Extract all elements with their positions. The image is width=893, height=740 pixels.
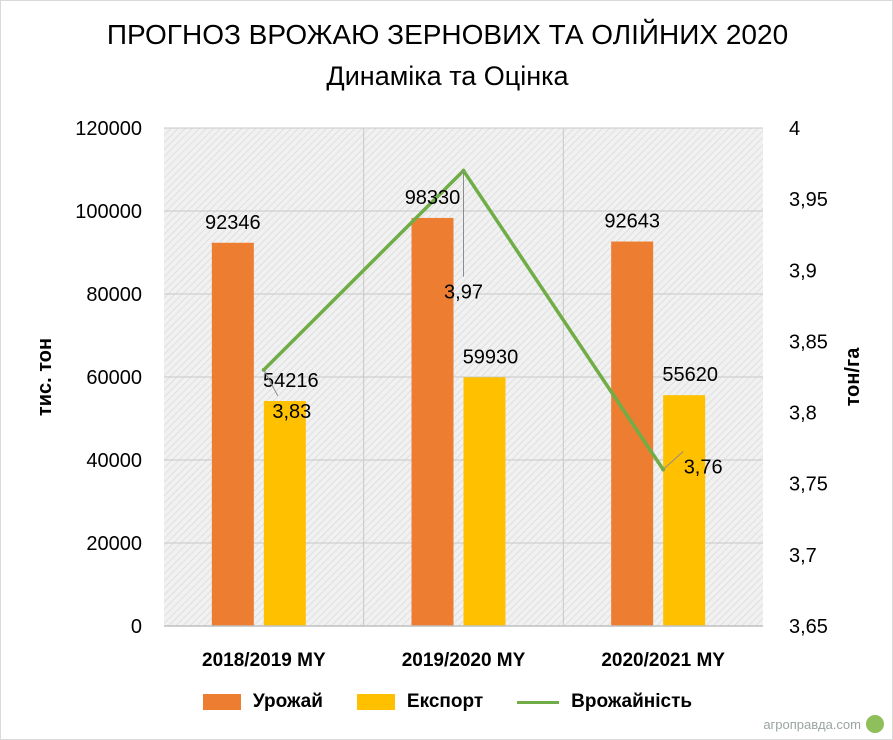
yield-data-label: 3,97: [444, 282, 483, 304]
legend-item-yield: Врожайність: [517, 691, 692, 713]
yield-label-leader: [662, 451, 684, 470]
watermark: агроправда.com: [763, 715, 884, 733]
bar-export-2: [663, 395, 706, 626]
data-label: 92346: [205, 212, 261, 234]
legend-swatch-yield: [517, 700, 560, 704]
chart-legend: Урожай Експорт Врожайність: [1, 691, 892, 713]
y-tick-label: 120000: [75, 118, 142, 140]
y-axis-title: тис. тон: [34, 338, 56, 416]
y2-tick-label: 4: [789, 118, 800, 140]
y2-tick-label: 3,65: [789, 616, 828, 638]
chart-subtitle: Динаміка та Оцінка: [326, 61, 569, 91]
chart-title: ПРОГНОЗ ВРОЖАЮ ЗЕРНОВИХ ТА ОЛІЙНИХ 2020: [106, 19, 789, 50]
y-tick-label: 100000: [75, 201, 142, 223]
legend-item-harvest: Урожай: [202, 691, 323, 713]
y-tick-label: 80000: [86, 284, 142, 306]
y2-tick-label: 3,85: [789, 331, 828, 353]
y2-tick-label: 3,95: [789, 189, 828, 211]
x-tick-label: 2018/2019 MY: [202, 650, 326, 671]
y2-tick-label: 3,8: [789, 403, 817, 425]
watermark-text: агроправда.com: [763, 716, 861, 732]
y2-tick-label: 3,7: [789, 545, 817, 567]
bar-harvest-0: [211, 242, 254, 626]
legend-label-yield: Врожайність: [571, 691, 693, 712]
legend-swatch-export: [356, 694, 395, 710]
bar-harvest-1: [411, 217, 454, 627]
y-tick-label: 20000: [86, 533, 142, 555]
legend-label-export: Експорт: [406, 691, 484, 712]
y-tick-label: 60000: [86, 367, 142, 389]
x-tick-label: 2019/2020 MY: [402, 650, 526, 671]
yield-data-label: 3,76: [684, 456, 723, 478]
yield-label-leader: [263, 369, 279, 397]
yield-data-label: 3,83: [272, 401, 311, 423]
y-tick-label: 40000: [86, 450, 142, 472]
y2-axis-title: тон/га: [842, 347, 864, 407]
bar-export-1: [463, 377, 506, 626]
y2-tick-label: 3,9: [789, 260, 817, 282]
bar-harvest-2: [611, 241, 654, 626]
legend-swatch-harvest: [202, 694, 241, 710]
bar-export-0: [263, 401, 306, 626]
data-label: 55620: [662, 364, 718, 386]
data-label: 59930: [463, 346, 519, 368]
legend-item-export: Експорт: [356, 691, 484, 713]
y-tick-label: 0: [131, 616, 142, 638]
data-label: 54216: [263, 370, 319, 392]
y2-tick-label: 3,75: [789, 474, 828, 496]
site-logo-icon: [866, 715, 884, 733]
x-tick-label: 2020/2021 MY: [601, 650, 725, 671]
data-label: 98330: [405, 187, 461, 209]
legend-label-harvest: Урожай: [252, 691, 323, 712]
data-label: 92643: [604, 211, 660, 233]
